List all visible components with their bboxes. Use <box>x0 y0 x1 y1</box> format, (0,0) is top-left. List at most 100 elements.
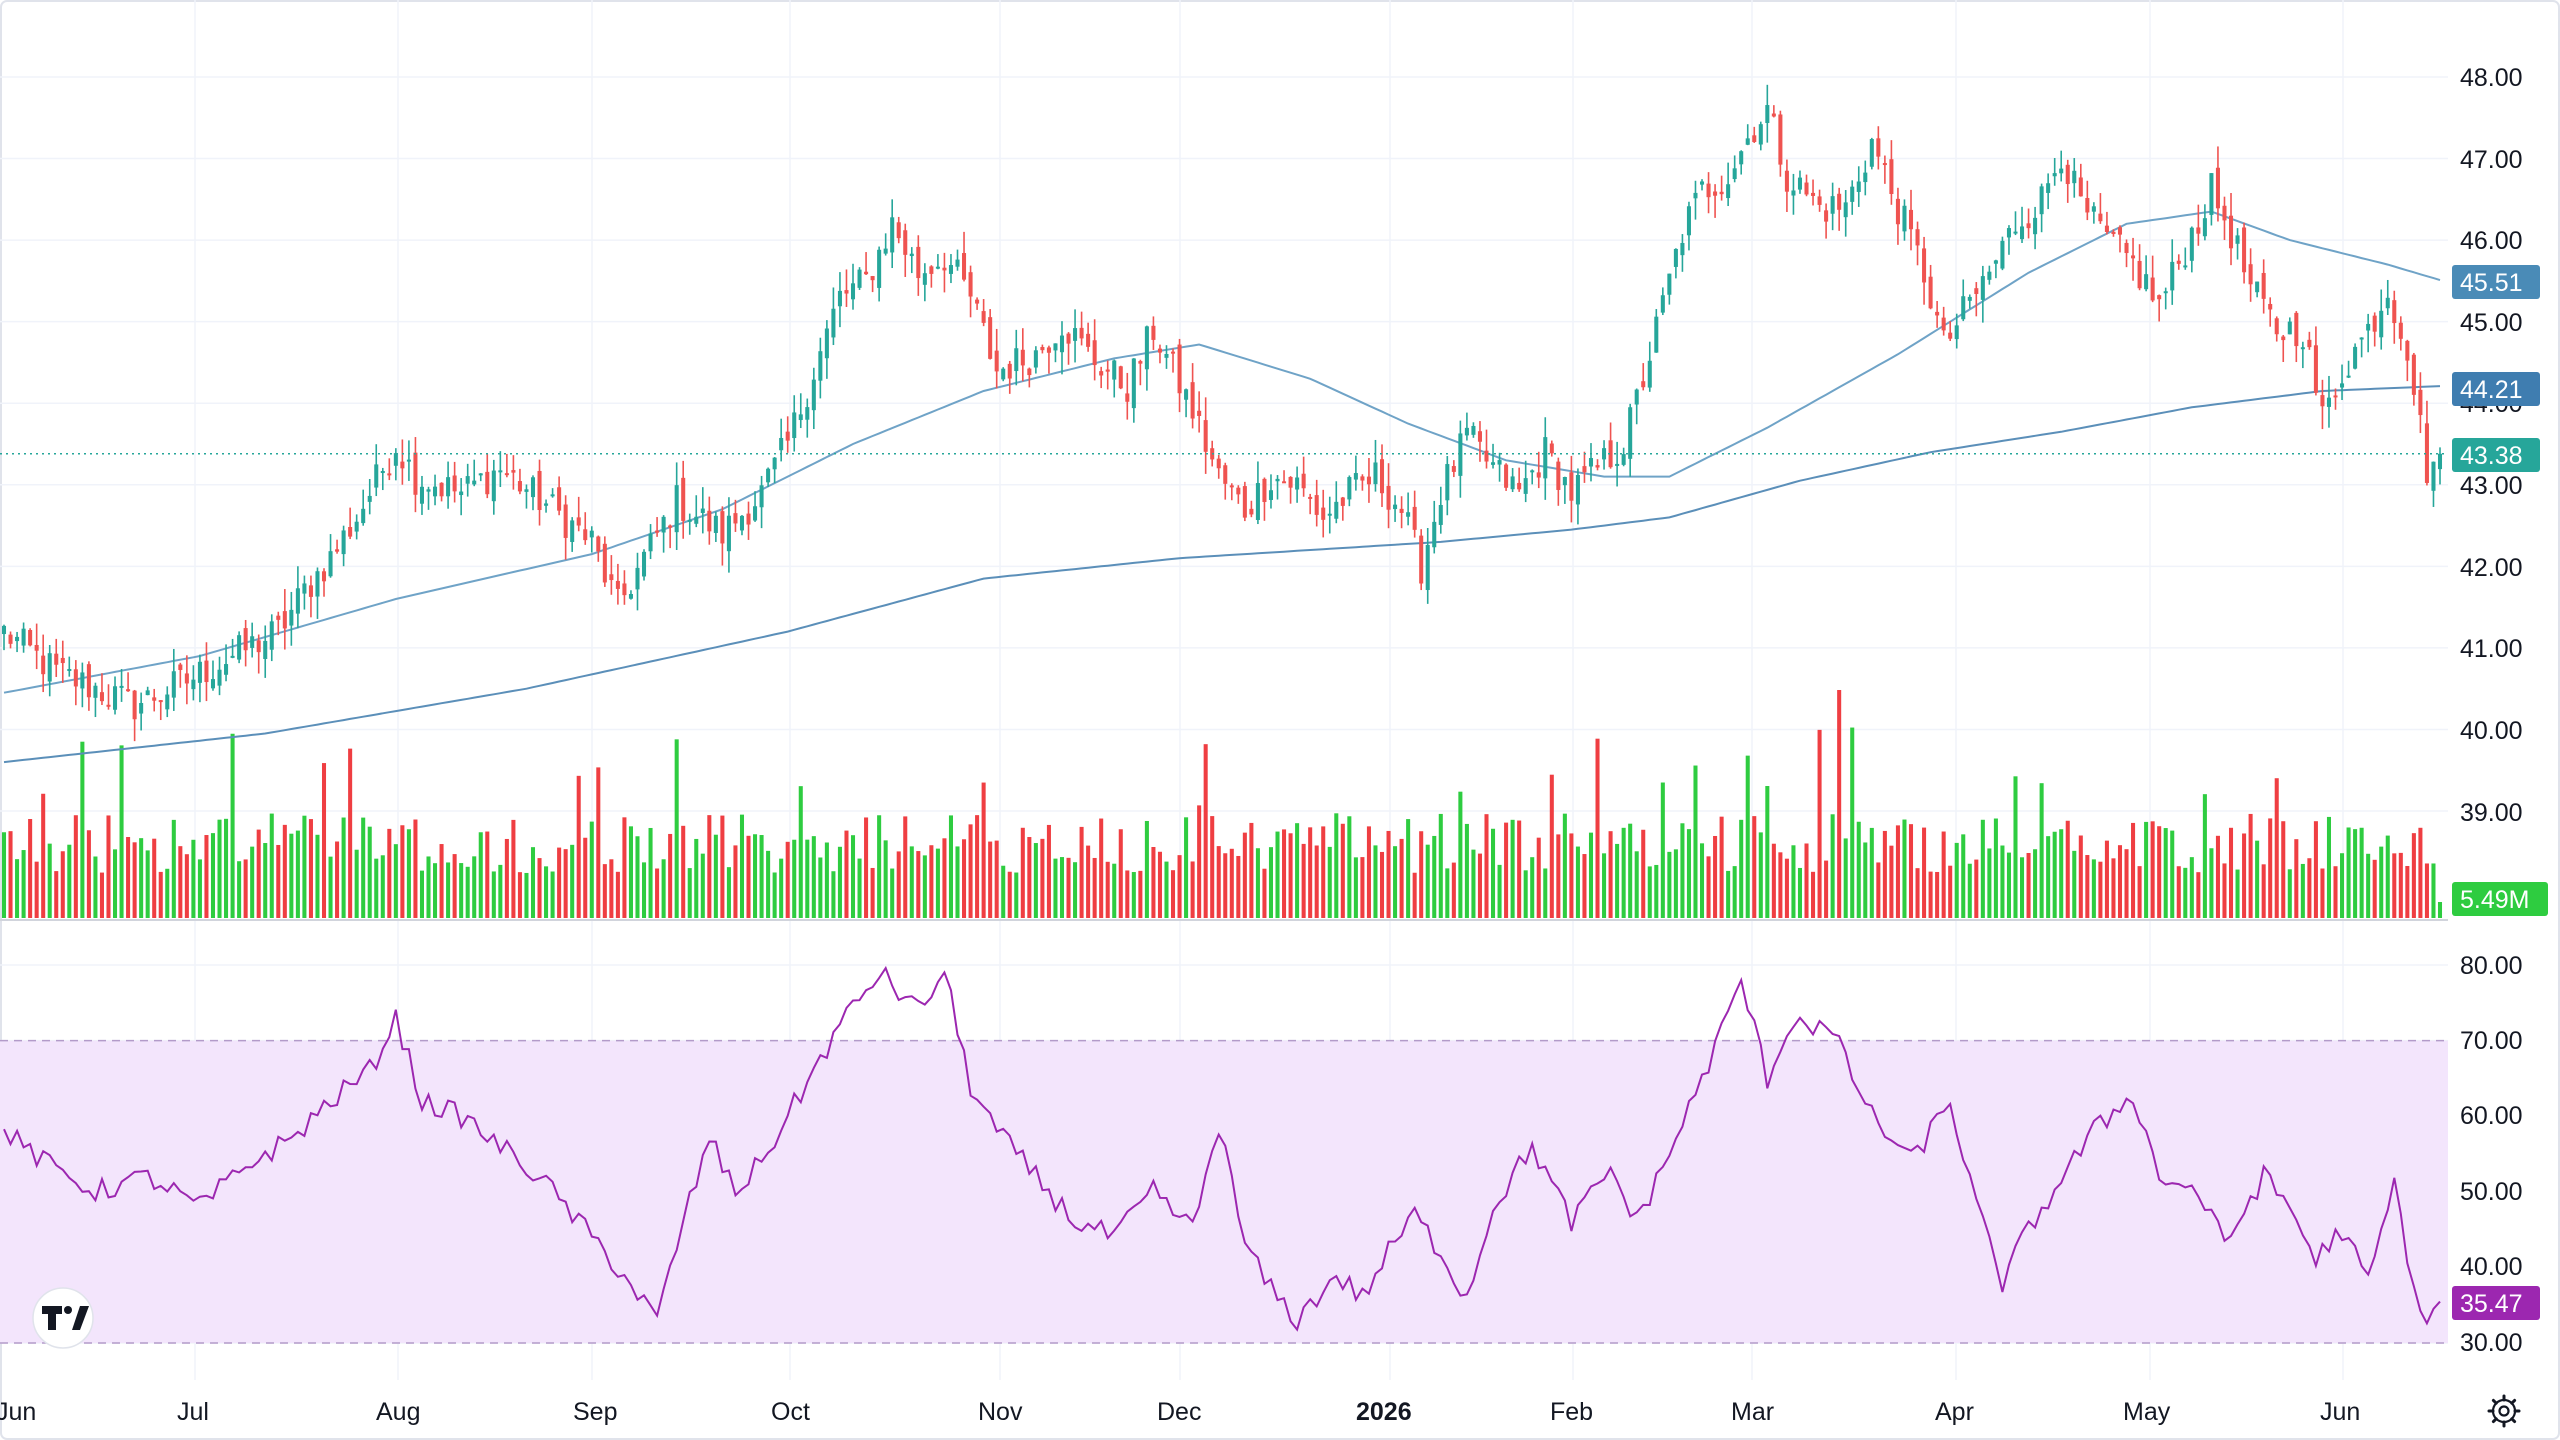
rsi-axis[interactable]: 80.00 70.00 60.00 50.00 40.00 30.00 <box>2460 952 2523 1357</box>
settings-gear-icon[interactable] <box>2487 1394 2521 1428</box>
volume-bar <box>1301 843 1306 918</box>
candle-body <box>596 536 601 552</box>
candle-body <box>1092 340 1097 366</box>
volume-bar <box>2170 830 2175 918</box>
candle-body <box>1987 271 1992 280</box>
volume-bar <box>1588 832 1594 918</box>
volume-bar <box>2333 866 2338 918</box>
volume-bar <box>1138 870 1143 918</box>
candle-body <box>504 473 509 476</box>
volume-bar <box>1961 834 1966 918</box>
candle-body <box>2117 227 2123 235</box>
volume-bar <box>224 818 229 918</box>
volume-bar <box>2131 822 2136 918</box>
candle-body <box>2300 347 2305 350</box>
volume-bar <box>811 836 816 918</box>
volume-bar <box>1660 782 1665 918</box>
candle-body <box>2242 227 2247 273</box>
volume-bar <box>2072 850 2077 918</box>
time-axis-label: May <box>2123 1398 2171 1426</box>
candle-body <box>981 311 986 323</box>
volume-bar <box>2222 863 2227 918</box>
volume-bar <box>2385 835 2390 918</box>
rsi-badge: 35.47 <box>2452 1286 2540 1320</box>
rsi-tick-label: 40.00 <box>2460 1253 2523 1281</box>
candle-body <box>1484 450 1489 462</box>
volume-bar <box>2033 849 2038 918</box>
volume-bars <box>1 690 2443 918</box>
volume-bar <box>400 825 405 918</box>
candle-body <box>321 571 327 582</box>
candle-body <box>1001 368 1006 380</box>
candle-body <box>308 585 313 597</box>
candle-body <box>1530 470 1535 473</box>
candle-body <box>406 459 411 462</box>
volume-bar <box>374 858 379 918</box>
candle-body <box>1634 389 1639 405</box>
volume-bar <box>877 815 882 918</box>
candle-body <box>197 661 202 683</box>
volume-bar <box>1758 832 1763 918</box>
candle-body <box>766 468 771 483</box>
volume-bar <box>152 838 157 918</box>
candle-body <box>2085 198 2090 213</box>
candle-body <box>1125 393 1130 402</box>
candle-body <box>2124 242 2129 254</box>
candle-body <box>184 673 189 684</box>
candle-body <box>1967 296 1972 301</box>
candle-body <box>171 671 176 698</box>
candle-body <box>1693 192 1698 199</box>
candle-body <box>1928 276 1933 309</box>
volume-bar <box>2418 827 2423 918</box>
volume-bar <box>1184 817 1189 918</box>
volume-bar <box>1366 826 1371 918</box>
volume-bar <box>1595 738 1600 918</box>
candle-body <box>93 685 98 698</box>
volume-bar <box>8 831 13 918</box>
volume-bar <box>2287 869 2292 918</box>
volume-bar <box>1530 857 1535 918</box>
volume-bar <box>557 847 562 918</box>
volume-bar <box>2392 853 2397 918</box>
volume-bar <box>139 838 144 918</box>
time-axis[interactable]: Jun Jul Aug Sep Oct Nov Dec 2026 Feb Mar… <box>0 1398 2360 1426</box>
candle-body <box>1491 462 1496 465</box>
candle-body <box>1451 466 1456 472</box>
volume-bar <box>1732 866 1737 918</box>
volume-bar <box>1086 845 1091 918</box>
candle-body <box>419 486 424 504</box>
candle-body <box>668 525 673 528</box>
volume-bar <box>713 834 718 918</box>
ma50-badge: 45.51 <box>2452 265 2540 299</box>
candle-body <box>942 267 947 271</box>
volume-bar <box>86 830 91 918</box>
candle-body <box>80 672 85 689</box>
volume-bar <box>1993 818 1998 918</box>
volume-bar <box>2320 868 2325 918</box>
volume-bar <box>1569 833 1574 918</box>
volume-bar <box>1157 851 1162 918</box>
volume-bar <box>1249 822 1254 918</box>
volume-bar <box>1275 831 1280 918</box>
volume-bar <box>282 824 287 918</box>
candle-body <box>988 317 993 359</box>
volume-bar <box>1967 863 1972 918</box>
volume-bar <box>1491 828 1496 918</box>
volume-bar <box>550 871 555 918</box>
volume-bar <box>1504 822 1509 918</box>
candle-body <box>694 516 699 524</box>
candle-body <box>753 506 758 521</box>
candle-body <box>1680 243 1685 256</box>
candle-body <box>792 412 797 439</box>
tradingview-logo-icon[interactable] <box>32 1287 94 1349</box>
volume-bar <box>1412 872 1417 918</box>
volume-bar <box>883 840 888 918</box>
volume-badge: 5.49M <box>2452 882 2548 916</box>
volume-bar <box>1850 727 1855 918</box>
volume-bar <box>739 814 745 918</box>
volume-bar <box>2313 821 2318 918</box>
volume-bar <box>1948 865 1953 918</box>
